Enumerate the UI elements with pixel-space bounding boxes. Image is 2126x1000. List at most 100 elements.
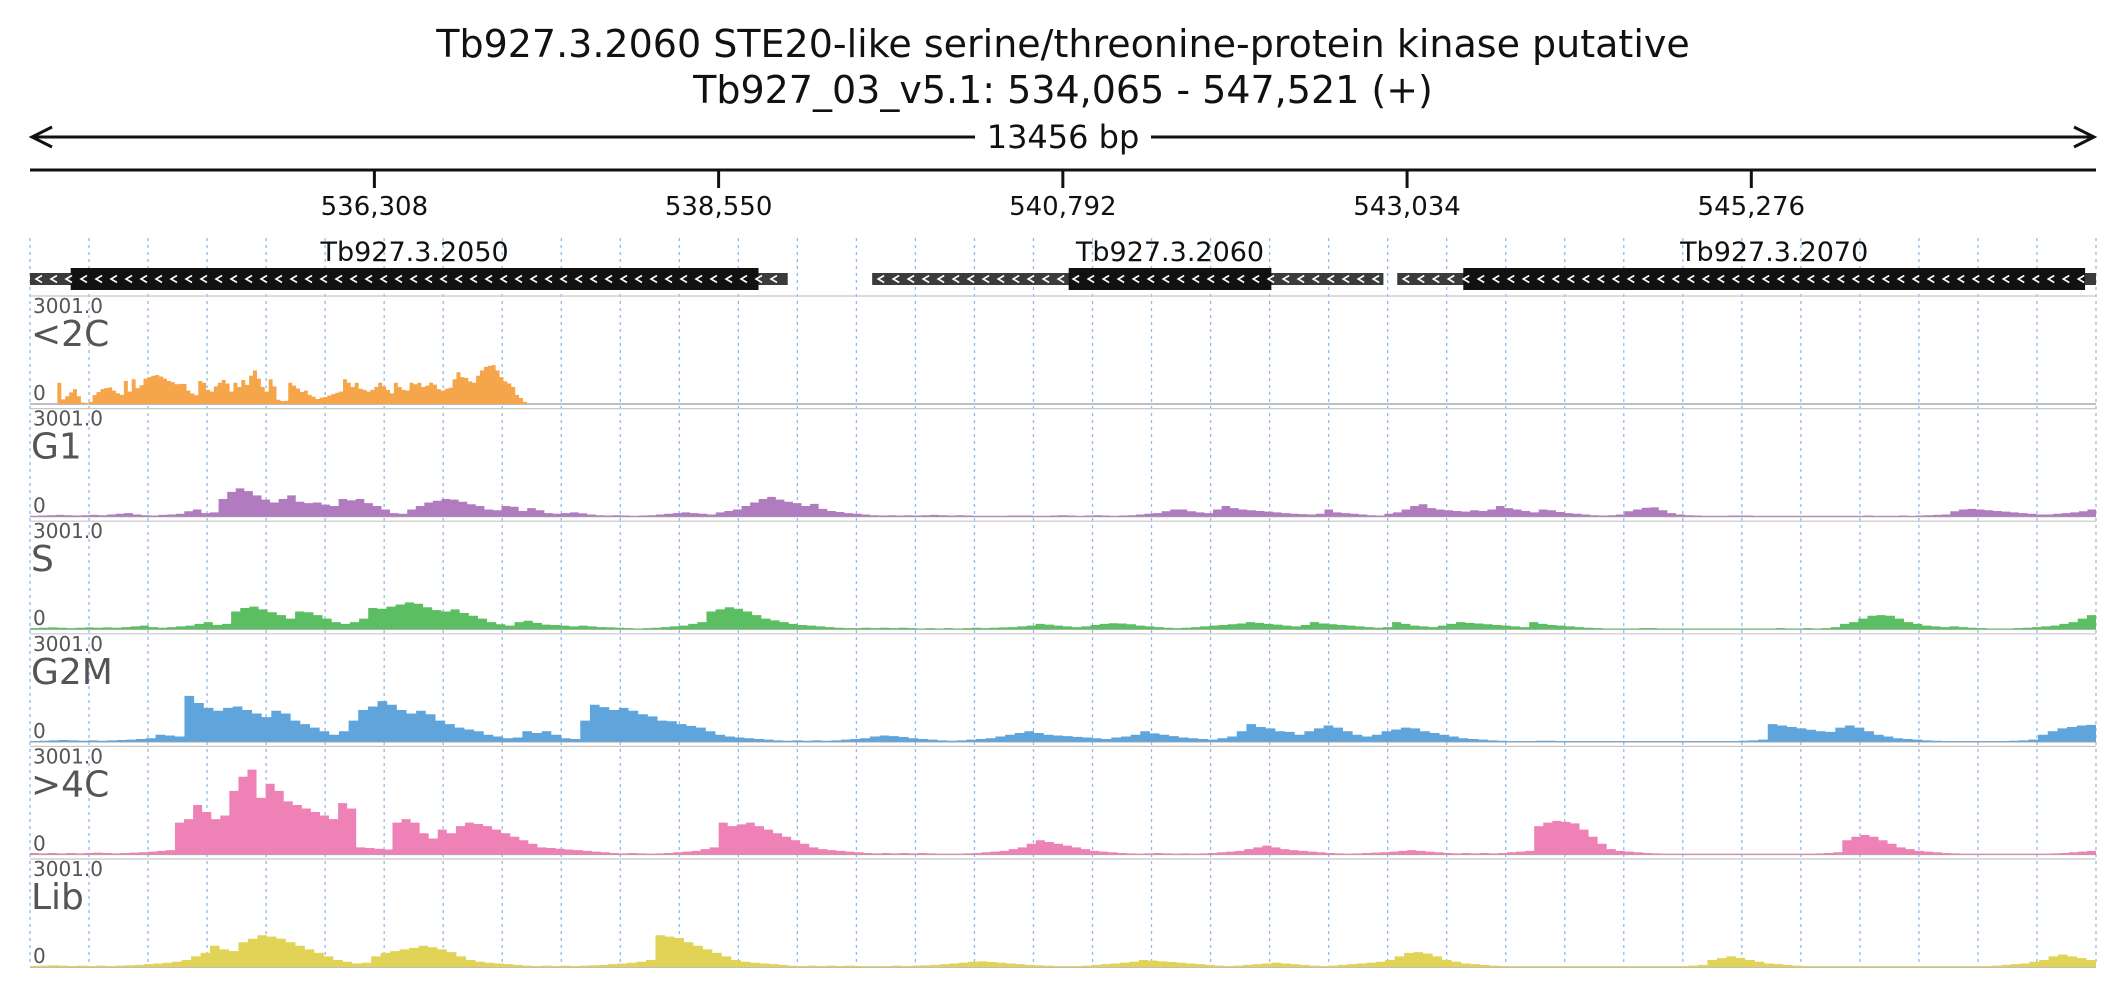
strand-chevron: [199, 274, 208, 284]
strand-chevron: [184, 274, 193, 284]
strand-chevron: [1626, 274, 1635, 284]
gene-label: Tb927.3.2060: [1075, 237, 1264, 268]
track-name-label: Lib: [31, 877, 84, 918]
strand-chevron: [679, 274, 688, 284]
strand-chevron: [709, 274, 718, 284]
strand-chevron: [2076, 274, 2085, 284]
strand-chevron: [1641, 274, 1650, 284]
strand-chevron: [1191, 274, 1200, 284]
strand-chevron: [1161, 274, 1170, 284]
strand-chevron: [139, 274, 148, 284]
strand-chevron: [619, 274, 628, 284]
strand-chevron: [499, 274, 508, 284]
strand-chevron: [2001, 274, 2010, 284]
strand-chevron: [439, 274, 448, 284]
strand-chevron: [1986, 274, 1995, 284]
strand-chevron: [409, 274, 418, 284]
ruler-tick-label: 540,792: [1009, 192, 1117, 222]
strand-chevron: [1041, 274, 1050, 284]
strand-chevron: [1521, 274, 1530, 284]
strand-chevron: [1851, 274, 1860, 284]
track-name-label: G2M: [31, 652, 113, 693]
strand-chevron: [1836, 274, 1845, 284]
strand-chevron: [514, 274, 523, 284]
strand-chevron: [891, 274, 900, 284]
track-name-label: S: [31, 539, 54, 580]
strand-chevron: [1086, 274, 1095, 284]
strand-chevron: [1281, 274, 1290, 284]
track-name-label: <2C: [31, 314, 109, 355]
strand-chevron: [1731, 274, 1740, 284]
track-name-label: >4C: [31, 764, 109, 805]
gene-label: Tb927.3.2070: [1679, 237, 1868, 268]
strand-chevron: [1971, 274, 1980, 284]
strand-chevron: [1821, 274, 1830, 284]
span-length-label: 13456 bp: [987, 118, 1140, 156]
strand-chevron: [1671, 274, 1680, 284]
track-ymax-label: 3001.0: [33, 519, 103, 543]
coverage-area: [30, 695, 2096, 742]
strand-chevron: [1596, 274, 1605, 284]
strand-chevron: [1071, 274, 1080, 284]
strand-chevron: [921, 274, 930, 284]
strand-chevron: [109, 274, 118, 284]
strand-chevron: [2016, 274, 2025, 284]
strand-chevron: [2031, 274, 2040, 284]
strand-chevron: [1236, 274, 1245, 284]
strand-chevron: [664, 274, 673, 284]
strand-chevron: [936, 274, 945, 284]
span-label-background: [975, 119, 1151, 155]
strand-chevron: [589, 274, 598, 284]
ruler-tick-label: 538,550: [665, 192, 773, 222]
strand-chevron: [649, 274, 658, 284]
strand-chevron: [1401, 274, 1410, 284]
strand-chevron: [996, 274, 1005, 284]
strand-chevron: [739, 274, 748, 284]
strand-chevron: [559, 274, 568, 284]
strand-chevron: [1116, 274, 1125, 284]
strand-chevron: [1686, 274, 1695, 284]
strand-chevron: [1701, 274, 1710, 284]
strand-chevron: [1056, 274, 1065, 284]
strand-chevron: [1491, 274, 1500, 284]
strand-chevron: [304, 274, 313, 284]
strand-chevron: [244, 274, 253, 284]
strand-chevron: [79, 274, 88, 284]
strand-chevron: [1746, 274, 1755, 284]
strand-chevron: [1356, 274, 1365, 284]
strand-chevron: [981, 274, 990, 284]
track-ymax-label: 3001.0: [33, 407, 103, 431]
strand-chevron: [634, 274, 643, 284]
track-ymax-label: 3001.0: [33, 632, 103, 656]
strand-chevron: [1416, 274, 1425, 284]
gene-cds-block: [1463, 268, 2086, 290]
strand-chevron: [1431, 274, 1440, 284]
strand-chevron: [259, 274, 268, 284]
strand-chevron: [694, 274, 703, 284]
strand-chevron: [154, 274, 163, 284]
strand-chevron: [229, 274, 238, 284]
span-arrow-left-head: [28, 125, 53, 149]
strand-chevron: [1101, 274, 1110, 284]
coverage-area: [30, 602, 2096, 630]
strand-chevron: [49, 274, 58, 284]
strand-chevron: [94, 274, 103, 284]
track-ymin-label: 0: [33, 494, 46, 518]
strand-chevron: [1881, 274, 1890, 284]
strand-chevron: [1956, 274, 1965, 284]
strand-chevron: [1551, 274, 1560, 284]
strand-chevron: [1311, 274, 1320, 284]
strand-chevron: [754, 274, 763, 284]
strand-chevron: [1911, 274, 1920, 284]
track-ymin-label: 0: [33, 719, 46, 743]
strand-chevron: [319, 274, 328, 284]
strand-chevron: [169, 274, 178, 284]
strand-chevron: [454, 274, 463, 284]
strand-chevron: [1206, 274, 1215, 284]
strand-chevron: [34, 274, 43, 284]
strand-chevron: [1656, 274, 1665, 284]
strand-chevron: [1026, 274, 1035, 284]
strand-chevron: [214, 274, 223, 284]
strand-chevron: [394, 274, 403, 284]
track-ymax-label: 3001.0: [33, 857, 103, 881]
